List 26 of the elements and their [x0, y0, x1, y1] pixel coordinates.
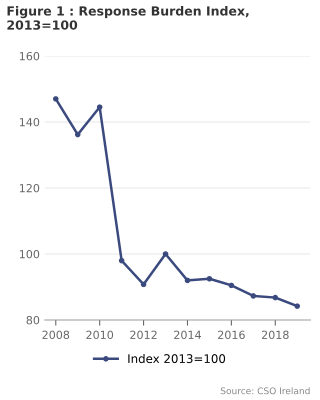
y-tick-label: 80 [26, 316, 40, 324]
point [228, 282, 234, 288]
x-tick-label: 2010 [86, 330, 114, 340]
point [250, 293, 256, 299]
point [162, 251, 168, 257]
point [184, 278, 190, 284]
point [52, 96, 59, 102]
x-tick-label: 2014 [174, 330, 201, 340]
legend-label: Index 2013=100 [128, 354, 226, 364]
y-tick-label: 100 [20, 250, 40, 258]
x-tick-label: 2008 [42, 330, 70, 340]
x-tick-label: 2012 [130, 330, 157, 340]
x-tick-label: 2018 [262, 330, 289, 340]
point [96, 104, 102, 110]
point [272, 294, 278, 300]
point [206, 276, 212, 282]
y-tick-label: 160 [20, 52, 40, 60]
point [118, 258, 124, 264]
y-tick-label: 120 [20, 184, 40, 192]
point [140, 282, 146, 288]
y-tick-label: 140 [20, 118, 40, 126]
source-note: Source: CSO Ireland [220, 387, 310, 394]
point [74, 132, 81, 138]
point [294, 303, 300, 309]
x-tick-label: 2016 [218, 330, 245, 340]
chart-title: Figure 1 : Response Burden Index, 2013=100 [7, 6, 248, 30]
